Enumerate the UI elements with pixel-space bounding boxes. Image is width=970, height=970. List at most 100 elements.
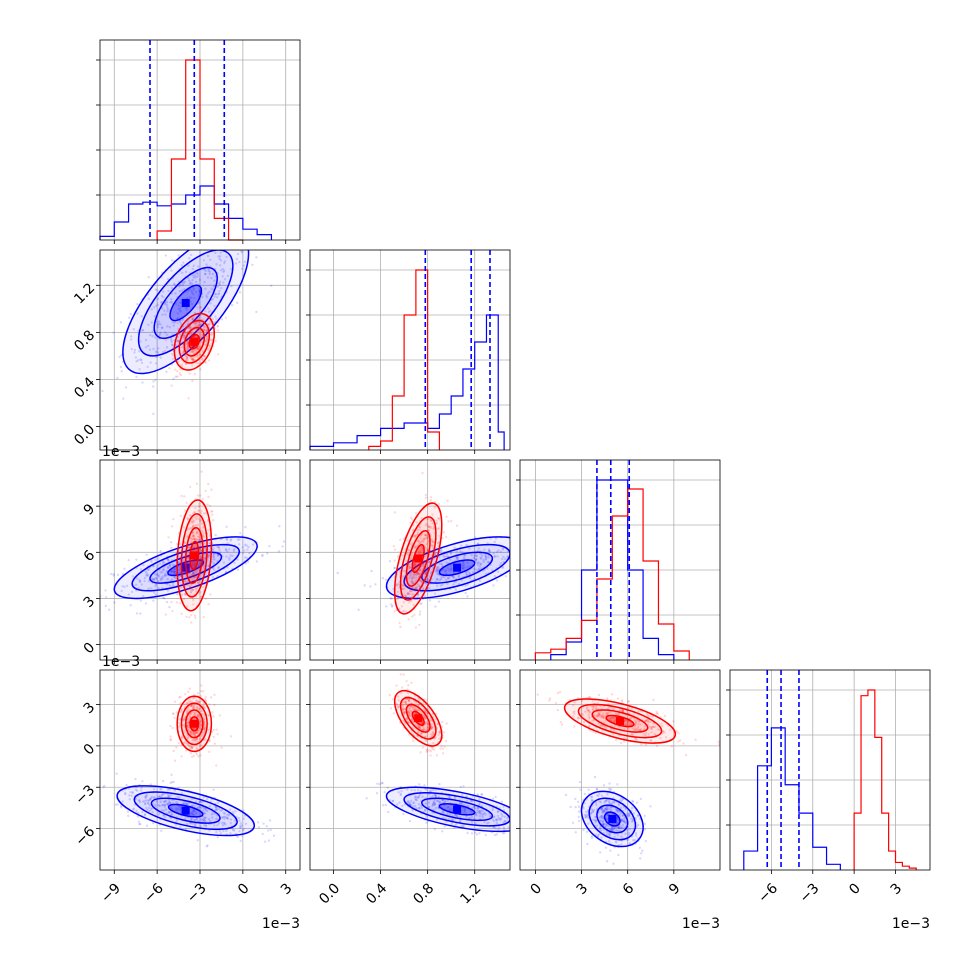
scatter-point xyxy=(207,555,210,558)
scatter-point xyxy=(135,809,138,812)
scatter-point xyxy=(476,806,480,810)
scatter-point xyxy=(441,752,445,755)
scatter-point xyxy=(418,725,421,729)
scatter-point xyxy=(210,812,214,816)
scatter-point xyxy=(445,552,449,556)
scatter-panel-r1-c0: 0.00.40.81.2 xyxy=(71,249,301,454)
scatter-point xyxy=(198,558,201,562)
scatter-point xyxy=(425,739,428,743)
scatter-point xyxy=(643,828,647,831)
scatter-point xyxy=(433,748,436,751)
scatter-point xyxy=(219,286,223,290)
scatter-point xyxy=(199,538,202,542)
scatter-point xyxy=(220,318,224,321)
scatter-point xyxy=(606,793,609,796)
scatter-point xyxy=(193,711,196,714)
scatter-point xyxy=(602,828,605,831)
scatter-point xyxy=(478,802,481,806)
scatter-point xyxy=(198,715,201,718)
scatter-point xyxy=(172,575,175,578)
scatter-point xyxy=(399,792,402,796)
scatter-point xyxy=(161,575,164,578)
scatter-point xyxy=(190,704,193,707)
scatter-point xyxy=(436,569,439,573)
scatter-point xyxy=(417,731,420,734)
scatter-point xyxy=(196,538,199,541)
scatter-point xyxy=(631,819,635,822)
scatter-point xyxy=(440,548,443,551)
scatter-point xyxy=(183,509,187,512)
scatter-point xyxy=(263,840,267,843)
scatter-point xyxy=(197,700,201,704)
scatter-point xyxy=(207,714,210,717)
scatter-point xyxy=(185,348,189,351)
scatter-point xyxy=(201,585,205,589)
scatter-point xyxy=(466,565,469,569)
scatter-point xyxy=(447,796,451,799)
scatter-point xyxy=(205,335,209,338)
scatter-point xyxy=(197,265,200,268)
scatter-point xyxy=(161,577,164,580)
scatter-point xyxy=(433,737,436,741)
scatter-point xyxy=(419,536,422,540)
scatter-point xyxy=(407,567,410,570)
x-tick-label: 3 xyxy=(888,880,906,898)
y-tick-label: 0 xyxy=(81,741,99,759)
scatter-point xyxy=(196,327,199,331)
scatter-point xyxy=(204,335,208,338)
scatter-point xyxy=(186,290,189,293)
scatter-point xyxy=(199,573,203,576)
scatter-point xyxy=(127,814,130,818)
scatter-point xyxy=(408,566,412,569)
scatter-point xyxy=(201,690,205,693)
scatter-point xyxy=(256,821,260,824)
scatter-point xyxy=(118,355,121,359)
scatter-point xyxy=(601,820,605,824)
scatter-point xyxy=(208,290,211,293)
scatter-point xyxy=(192,524,195,528)
scatter-point xyxy=(461,551,464,554)
scatter-point xyxy=(199,494,202,497)
scatter-point xyxy=(178,696,181,699)
scatter-point xyxy=(192,534,196,538)
scatter-point xyxy=(440,725,444,729)
panel-content xyxy=(536,690,720,865)
scatter-point xyxy=(631,799,634,803)
scatter-point xyxy=(212,285,216,288)
scatter-point xyxy=(204,269,207,273)
scatter-point xyxy=(155,573,158,577)
scatter-point xyxy=(401,584,404,587)
scatter-point xyxy=(427,560,431,563)
scatter-point xyxy=(199,724,203,727)
scatter-point xyxy=(437,542,440,545)
scatter-point xyxy=(145,794,149,797)
scatter-point xyxy=(407,565,410,568)
scatter-point xyxy=(141,329,144,332)
scatter-point xyxy=(444,570,447,573)
scatter-point xyxy=(149,333,152,337)
scatter-point xyxy=(617,804,621,807)
scatter-point xyxy=(192,288,196,291)
scatter-point xyxy=(470,820,474,824)
scatter-point xyxy=(190,357,193,360)
scatter-point xyxy=(200,733,204,736)
scatter-point xyxy=(470,553,473,557)
scatter-point xyxy=(210,816,214,819)
scatter-point xyxy=(411,581,414,585)
scatter-point xyxy=(408,570,411,573)
scatter-point xyxy=(433,827,437,831)
scatter-point xyxy=(196,523,200,527)
scatter-point xyxy=(210,333,213,336)
scatter-point xyxy=(199,542,203,545)
scatter-point xyxy=(196,347,199,350)
scatter-point xyxy=(192,573,195,577)
scatter-point xyxy=(159,800,162,804)
scatter-point xyxy=(188,372,191,375)
scatter-point xyxy=(238,830,241,833)
scatter-point xyxy=(180,735,184,738)
scatter-point xyxy=(227,542,230,545)
scatter-point xyxy=(468,576,471,580)
scatter-point xyxy=(476,561,480,565)
scatter-point xyxy=(410,554,413,557)
scatter-point xyxy=(415,585,419,589)
